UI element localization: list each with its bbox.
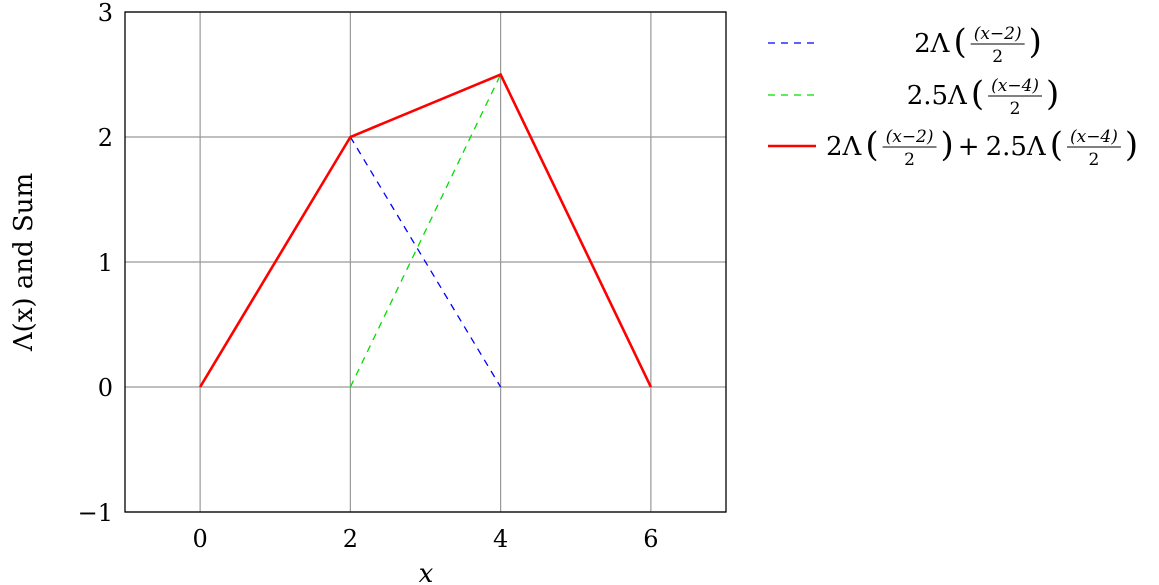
legend-item: 2.5Λ( (x−4) 2) [768, 74, 1059, 119]
legend-item: 2Λ( (x−2) 2) [768, 22, 1042, 67]
legend-paren: ( [953, 22, 966, 62]
legend-item: 2Λ((x−2)2) +2.5Λ((x−4)2) [768, 125, 1138, 170]
legend-text: 2Λ [826, 132, 863, 162]
series-line-0 [349, 136, 502, 388]
x-tick-label: 0 [192, 525, 207, 553]
series-line-1 [349, 74, 502, 388]
legend-text: 2.5Λ [986, 132, 1047, 162]
x-tick-label: 4 [493, 525, 508, 553]
y-tick-label: −1 [78, 499, 113, 527]
legend-text: 2.5Λ [907, 81, 968, 111]
legend-numerator: (x−4) [1070, 127, 1118, 147]
y-axis-label: Λ(x) and Sum [9, 173, 39, 352]
x-axis-label: x [419, 559, 434, 585]
legend-paren: ( [971, 74, 984, 114]
series-line-2 [199, 72, 653, 388]
legend-paren: ) [1125, 125, 1138, 165]
legend-paren: ( [1050, 125, 1063, 165]
legend-label: 2Λ( (x−2) 2) [914, 22, 1042, 67]
legend-label: 2Λ((x−2)2) +2.5Λ((x−4)2) [826, 125, 1138, 170]
y-tick-label: 3 [98, 0, 113, 27]
y-tick-label: 0 [98, 374, 113, 402]
legend-plus: + [958, 132, 980, 162]
legend-paren: ) [1046, 74, 1059, 114]
legend-denominator: 2 [1010, 99, 1021, 119]
legend-denominator: 2 [992, 47, 1003, 67]
legend-paren: ) [941, 125, 954, 165]
tick-labels: 0 2 4 6 −1 0 1 2 3 [78, 0, 659, 553]
legend-paren: ( [865, 125, 878, 165]
legend-label: 2.5Λ( (x−4) 2) [907, 74, 1060, 119]
y-tick-label: 1 [98, 249, 113, 277]
legend-text: 2Λ [914, 29, 951, 59]
legend-denominator: 2 [1089, 150, 1100, 170]
legend-numerator: (x−2) [886, 127, 934, 147]
plot-frame [124, 11, 727, 513]
legend-denominator: 2 [904, 150, 915, 170]
x-tick-label: 6 [643, 525, 658, 553]
x-tick-label: 2 [343, 525, 358, 553]
legend-numerator: (x−2) [974, 24, 1022, 44]
legend-numerator: (x−4) [991, 76, 1039, 96]
legend-paren: ) [1029, 22, 1042, 62]
series-lines [199, 72, 653, 388]
legend: 2Λ((x−2)2)2.5Λ((x−4)2)2Λ((x−2)2) +2.5Λ((x… [768, 22, 1138, 170]
y-tick-label: 2 [98, 124, 113, 152]
